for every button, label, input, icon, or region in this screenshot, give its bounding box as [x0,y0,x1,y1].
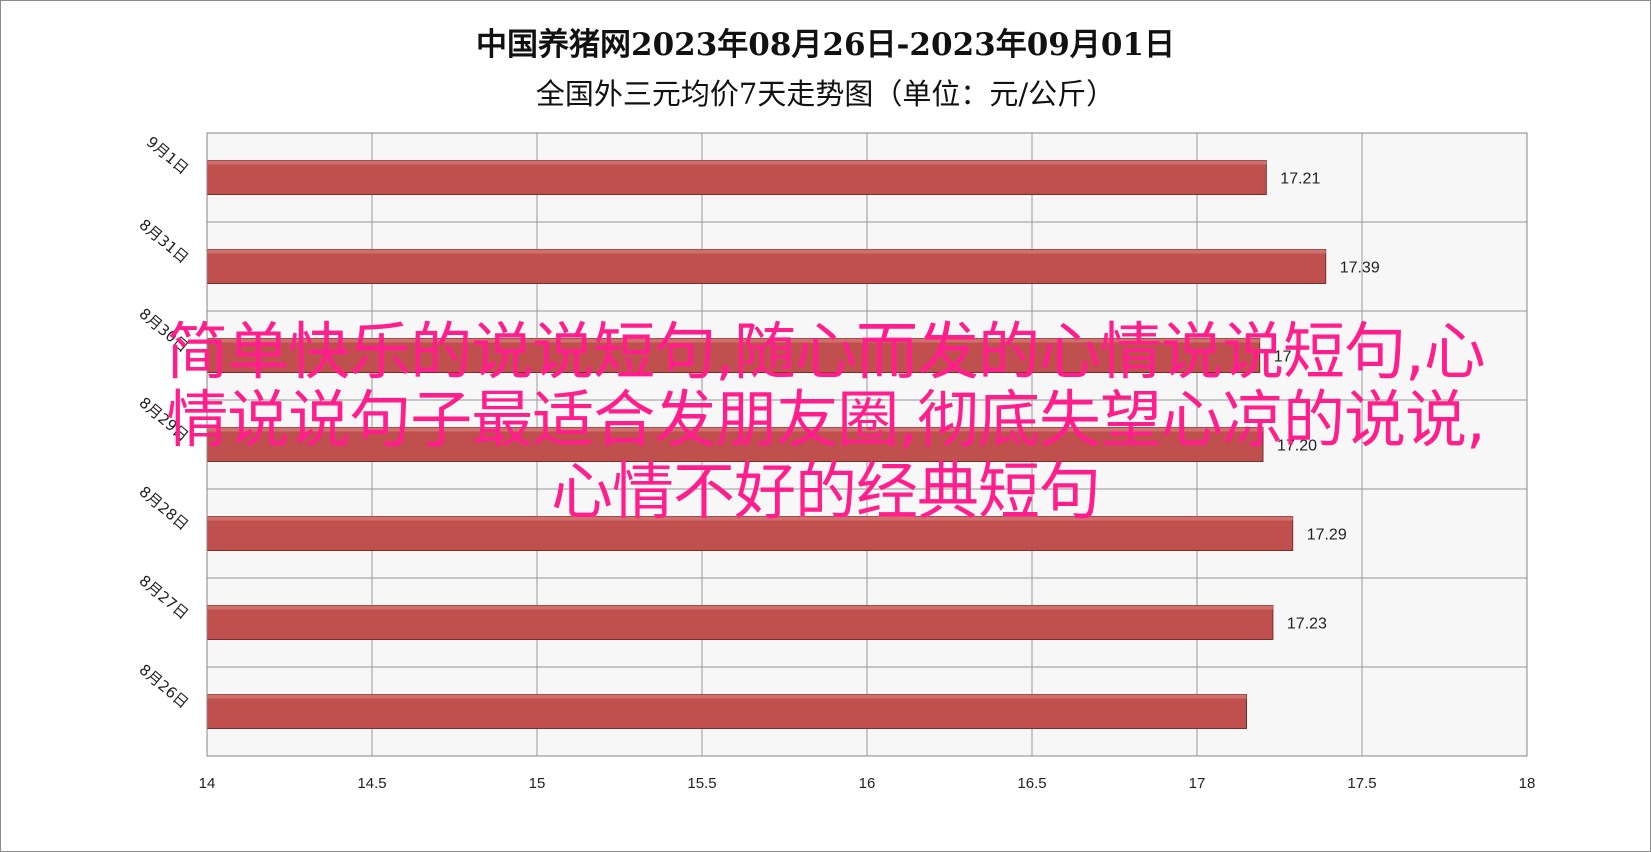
bar [206,338,1261,373]
y-tick-label: 9月1日 [143,133,192,178]
chart-subtitle: 全国外三元均价7天走势图（单位：元/公斤） [535,77,1116,111]
bar [206,249,1327,284]
x-tick-label: 18 [1519,775,1536,792]
chart-title: 中国养猪网2023年08月26日-2023年09月01日 [476,27,1175,63]
bar-highlight [207,694,1247,699]
data-label: 17.21 [1280,171,1320,188]
y-tick-label: 8月29日 [136,394,192,445]
bar [206,605,1274,640]
bar-highlight [207,516,1293,521]
bar-highlight [207,605,1273,610]
plot-border [206,132,1528,757]
bar [206,160,1267,195]
x-tick-label: 16 [859,775,876,792]
y-tick-label: 8月30日 [136,305,192,356]
bar-highlight [207,427,1263,432]
x-tick-label: 17 [1189,775,1206,792]
x-tick-label: 17.5 [1347,775,1376,792]
bar [206,694,1247,729]
x-tick-label: 16.5 [1017,775,1046,792]
y-tick-label: 8月31日 [136,216,192,267]
y-tick-label: 8月28日 [136,483,192,534]
x-tick-label: 15 [529,775,546,792]
data-label: 17.29 [1307,527,1347,544]
bar [206,427,1264,462]
data-label: 17.39 [1340,260,1380,277]
bar [206,516,1294,551]
data-label: 17.23 [1287,616,1327,633]
data-label: 17.20 [1277,438,1317,455]
x-tick-label: 15.5 [687,775,716,792]
y-tick-label: 8月27日 [136,572,192,623]
x-tick-label: 14.5 [357,775,386,792]
bar-highlight [207,338,1260,343]
bar-highlight [207,249,1326,254]
x-tick-label: 14 [199,775,216,792]
data-label: 17 [1274,349,1292,366]
bar-highlight [207,160,1267,165]
y-tick-label: 8月26日 [136,661,192,712]
